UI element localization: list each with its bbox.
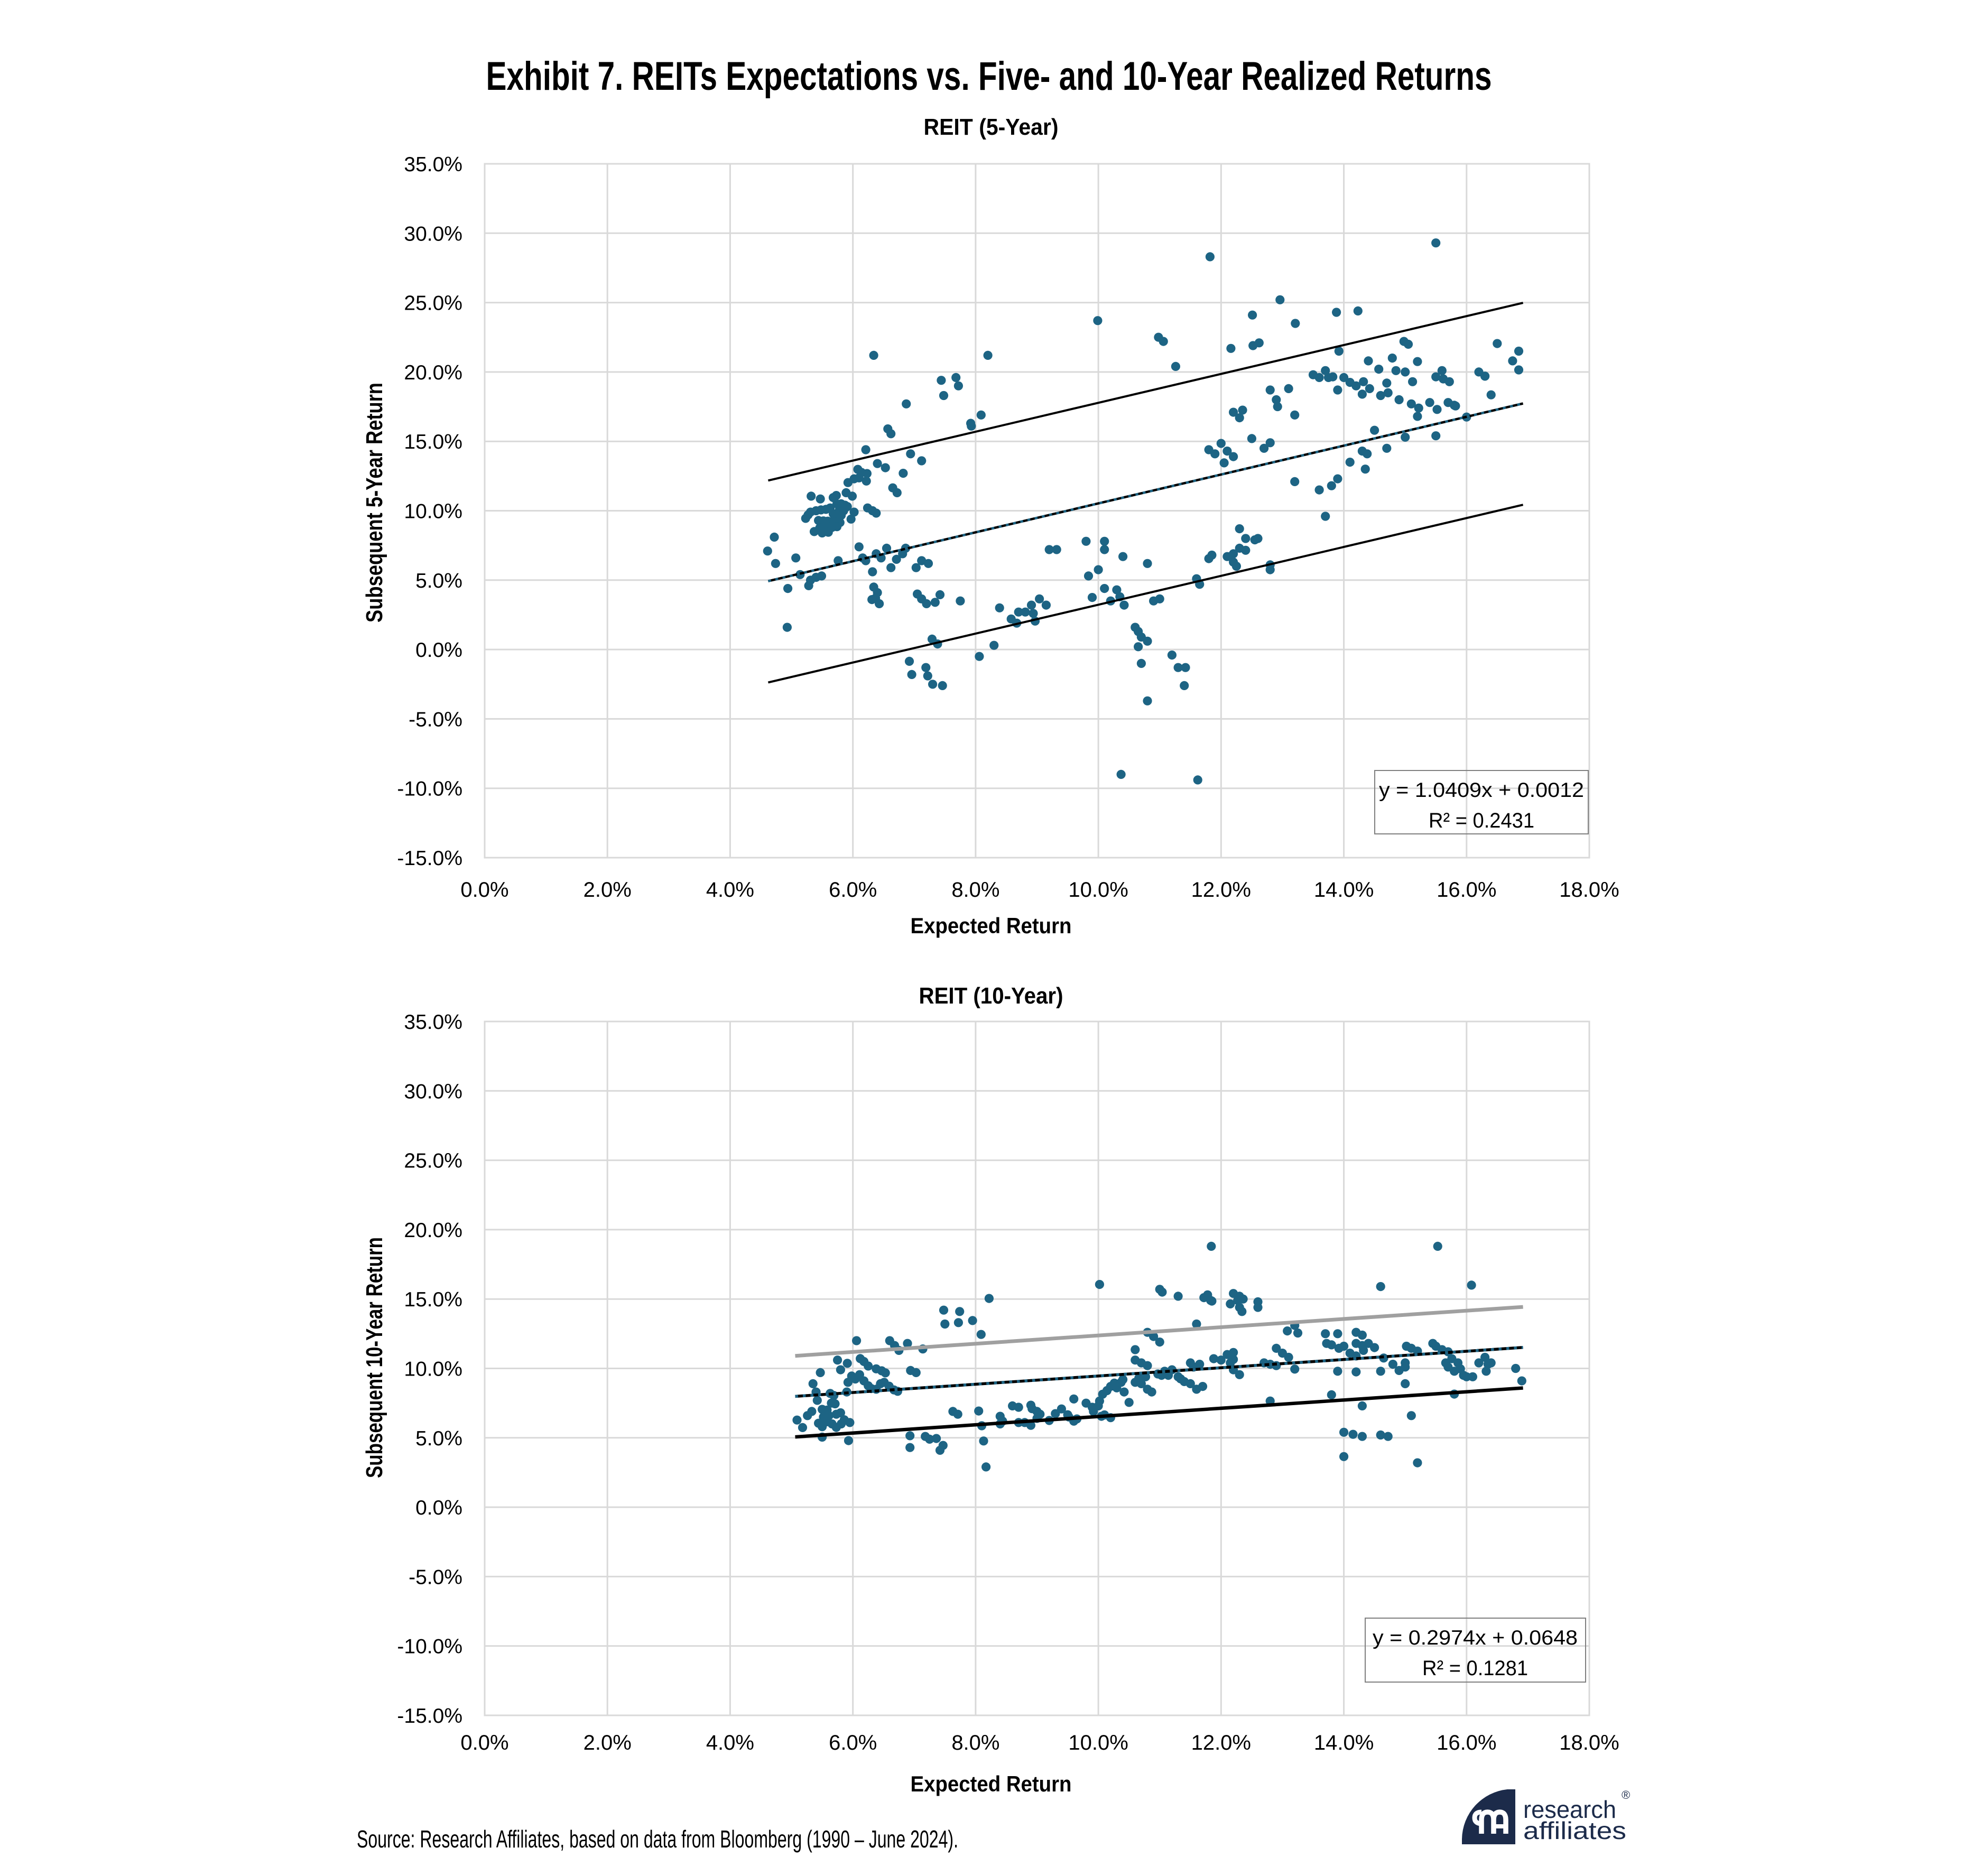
svg-text:25.0%: 25.0% [404, 292, 462, 315]
svg-text:2.0%: 2.0% [584, 1731, 632, 1754]
svg-text:®: ® [1622, 1788, 1630, 1801]
svg-text:-10.0%: -10.0% [397, 778, 462, 801]
svg-text:18.0%: 18.0% [1559, 1731, 1619, 1754]
svg-text:Subsequent 5-Year Return: Subsequent 5-Year Return [362, 383, 387, 623]
svg-text:-15.0%: -15.0% [397, 847, 462, 870]
svg-text:Exhibit 7. REITs Expectations: Exhibit 7. REITs Expectations vs. Five- … [486, 54, 1492, 99]
svg-text:-15.0%: -15.0% [397, 1705, 462, 1728]
svg-text:35.0%: 35.0% [404, 1011, 462, 1034]
svg-text:8.0%: 8.0% [951, 1731, 999, 1754]
svg-text:20.0%: 20.0% [404, 361, 462, 384]
svg-text:10.0%: 10.0% [1068, 878, 1128, 902]
svg-text:14.0%: 14.0% [1314, 878, 1374, 902]
svg-text:30.0%: 30.0% [404, 1080, 462, 1103]
svg-text:4.0%: 4.0% [706, 878, 754, 902]
svg-text:6.0%: 6.0% [829, 1731, 877, 1754]
svg-text:0.0%: 0.0% [415, 1497, 462, 1519]
svg-text:0.0%: 0.0% [460, 878, 508, 902]
svg-text:REIT (5-Year): REIT (5-Year) [924, 114, 1059, 140]
svg-text:R² = 0.1281: R² = 0.1281 [1422, 1657, 1528, 1680]
svg-text:15.0%: 15.0% [404, 1288, 462, 1311]
svg-text:y = 0.2974x + 0.0648: y = 0.2974x + 0.0648 [1373, 1627, 1578, 1649]
svg-text:0.0%: 0.0% [415, 639, 462, 662]
svg-text:0.0%: 0.0% [460, 1731, 508, 1754]
svg-text:30.0%: 30.0% [404, 222, 462, 245]
svg-text:affiliates: affiliates [1523, 1817, 1626, 1844]
svg-text:REIT (10-Year): REIT (10-Year) [919, 983, 1063, 1009]
svg-text:5.0%: 5.0% [415, 1427, 462, 1450]
svg-text:20.0%: 20.0% [404, 1219, 462, 1242]
svg-text:15.0%: 15.0% [404, 431, 462, 453]
svg-text:-10.0%: -10.0% [397, 1636, 462, 1658]
svg-text:Subsequent 10-Year Return: Subsequent 10-Year Return [362, 1237, 387, 1478]
svg-text:8.0%: 8.0% [951, 878, 999, 902]
svg-text:16.0%: 16.0% [1437, 878, 1496, 902]
svg-text:4.0%: 4.0% [706, 1731, 754, 1754]
svg-text:10.0%: 10.0% [404, 500, 462, 523]
svg-text:18.0%: 18.0% [1559, 878, 1619, 902]
svg-text:35.0%: 35.0% [404, 153, 462, 176]
svg-text:-5.0%: -5.0% [409, 708, 462, 731]
svg-text:2.0%: 2.0% [584, 878, 632, 902]
svg-text:16.0%: 16.0% [1437, 1731, 1496, 1754]
svg-text:-5.0%: -5.0% [409, 1566, 462, 1589]
svg-text:Expected Return: Expected Return [911, 913, 1072, 938]
svg-text:Expected Return: Expected Return [911, 1771, 1072, 1796]
svg-text:R² = 0.2431: R² = 0.2431 [1429, 809, 1534, 832]
svg-text:10.0%: 10.0% [1068, 1731, 1128, 1754]
svg-text:6.0%: 6.0% [829, 878, 877, 902]
svg-text:10.0%: 10.0% [404, 1358, 462, 1381]
svg-text:12.0%: 12.0% [1191, 1731, 1251, 1754]
svg-text:research: research [1523, 1796, 1616, 1823]
svg-text:14.0%: 14.0% [1314, 1731, 1374, 1754]
svg-text:Source: Research Affiliates, b: Source: Research Affiliates, based on da… [357, 1825, 958, 1853]
svg-text:25.0%: 25.0% [404, 1150, 462, 1173]
svg-text:y = 1.0409x + 0.0012: y = 1.0409x + 0.0012 [1379, 779, 1584, 802]
svg-text:5.0%: 5.0% [415, 570, 462, 592]
svg-text:12.0%: 12.0% [1191, 878, 1251, 902]
